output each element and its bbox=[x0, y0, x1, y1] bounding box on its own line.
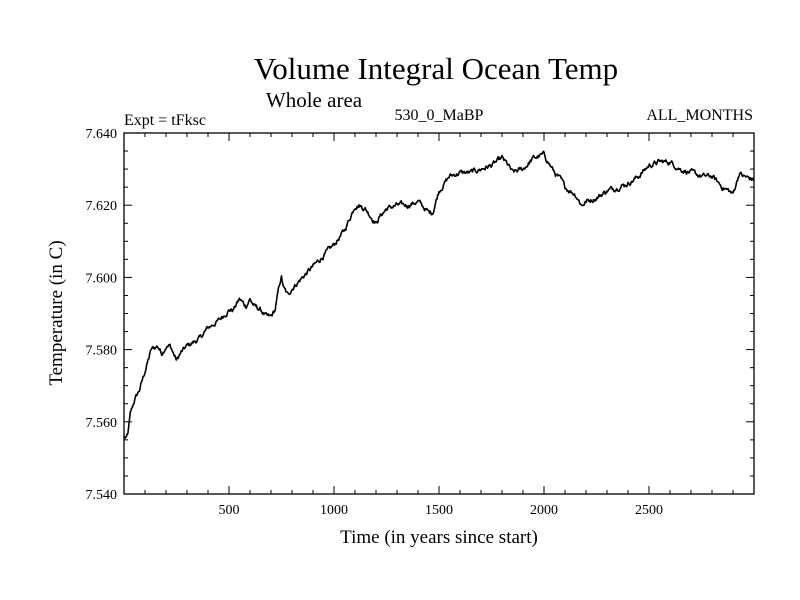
axis-tick-labels: 500 1000 1500 2000 2500 7.540 7.560 7.580 7.600 7… bbox=[86, 127, 664, 518]
x-axis-title: Time (in years since start) bbox=[340, 527, 538, 548]
chart-subtitle: Whole area bbox=[266, 88, 363, 112]
axis-ticks bbox=[124, 132, 754, 495]
y-axis-title: Temperature (in C) bbox=[46, 240, 67, 385]
x-tick-label: 1500 bbox=[425, 503, 453, 518]
y-tick-label: 7.620 bbox=[86, 199, 118, 214]
y-tick-label: 7.640 bbox=[86, 127, 118, 142]
series-line-ocean-temp bbox=[123, 150, 755, 439]
y-tick-label: 7.580 bbox=[86, 344, 118, 359]
x-tick-label: 500 bbox=[219, 503, 240, 518]
y-tick-label: 7.560 bbox=[86, 416, 118, 431]
x-tick-label: 1000 bbox=[320, 503, 348, 518]
chart-title: Volume Integral Ocean Temp bbox=[254, 51, 618, 86]
experiment-label: Expt = tFksc bbox=[124, 112, 206, 129]
months-label: ALL_MONTHS bbox=[646, 107, 753, 124]
y-tick-label: 7.540 bbox=[86, 488, 118, 503]
x-tick-label: 2000 bbox=[530, 503, 558, 518]
period-label: 530_0_MaBP bbox=[395, 107, 484, 124]
y-tick-label: 7.600 bbox=[86, 271, 118, 286]
plot-frame bbox=[123, 132, 755, 495]
x-tick-label: 2500 bbox=[635, 503, 663, 518]
